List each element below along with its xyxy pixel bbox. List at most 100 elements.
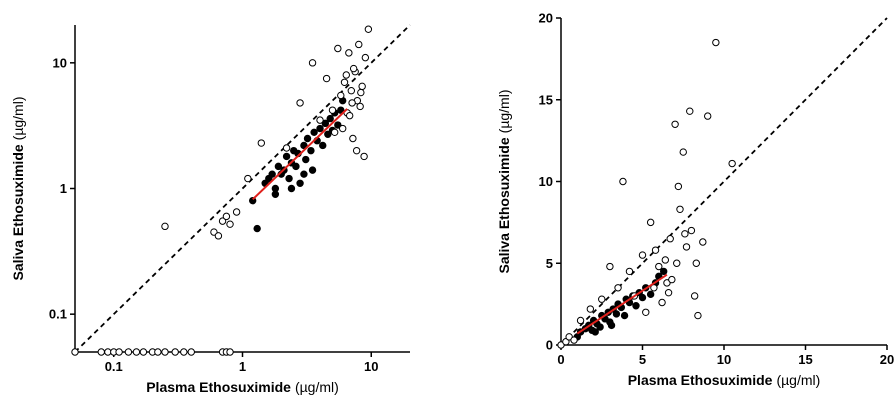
data-point (687, 226, 696, 235)
data-point (222, 212, 231, 221)
data-point (632, 302, 640, 310)
data-point (171, 348, 179, 356)
x-tick-label: 5 (639, 352, 646, 367)
data-point (646, 218, 655, 227)
data-point (671, 120, 679, 128)
data-point (686, 107, 694, 115)
data-point (598, 295, 606, 303)
data-point (316, 116, 324, 124)
data-point (300, 141, 308, 150)
data-point (285, 174, 293, 183)
data-point (161, 348, 169, 356)
data-point (658, 298, 666, 307)
data-point (345, 49, 353, 57)
y-tick-label: 0.1 (49, 307, 67, 322)
x-axis-label: Plasma Ethosuximide (µg/ml) (146, 379, 339, 395)
x-tick-label: 10 (364, 359, 378, 374)
data-point (673, 259, 681, 267)
data-point (308, 59, 317, 67)
data-point (161, 222, 169, 231)
x-axis-label: Plasma Ethosuximide (µg/ml) (628, 372, 821, 388)
data-point (360, 152, 368, 161)
data-point (614, 284, 622, 292)
y-tick-label: 10 (53, 55, 67, 70)
y-axis-label: Saliva Ethosuximide (µg/ml) (10, 96, 26, 280)
y-axis-title: Saliva Ethosuximide (10, 144, 26, 280)
x-axis-unit: (µg/ml) (776, 372, 820, 388)
data-point (358, 82, 366, 91)
x-tick-label: 15 (798, 352, 812, 367)
data-point (253, 224, 261, 233)
data-point (679, 148, 687, 156)
data-point (268, 170, 276, 178)
data-point (187, 348, 195, 356)
x-tick-label: 20 (880, 352, 894, 367)
y-axis-label: Saliva Ethosuximide (µg/ml) (496, 89, 512, 273)
data-point (319, 141, 327, 150)
x-tick-label: 0.1 (105, 359, 123, 374)
data-point (606, 262, 614, 271)
data-point (607, 321, 616, 330)
data-point (655, 262, 663, 271)
data-point (303, 134, 312, 143)
data-point (355, 40, 363, 49)
data-point (666, 235, 674, 243)
data-point (316, 124, 324, 133)
data-point (337, 106, 345, 114)
data-point (321, 119, 330, 128)
data-point (345, 111, 354, 120)
data-point (71, 348, 79, 356)
data-point (337, 91, 345, 100)
data-point (322, 74, 331, 83)
data-point (661, 256, 670, 264)
data-point (274, 162, 283, 171)
data-point (619, 177, 627, 186)
data-point (257, 139, 266, 147)
data-point (612, 310, 621, 318)
data-point (342, 71, 350, 79)
identity-line (560, 17, 888, 346)
data-point (690, 292, 699, 300)
data-point (97, 348, 105, 356)
data-point (282, 152, 291, 161)
data-point (300, 170, 308, 178)
data-point (244, 174, 252, 183)
identity-line (74, 24, 411, 353)
data-point (348, 99, 356, 107)
x-axis-title: Plasma Ethosuximide (146, 379, 291, 395)
data-point (218, 217, 227, 225)
data-point (596, 323, 604, 331)
data-point (338, 124, 347, 133)
data-point (271, 190, 280, 198)
data-point (324, 130, 332, 138)
data-point (232, 208, 241, 216)
data-point (356, 102, 364, 111)
data-point (292, 162, 300, 171)
data-point (308, 166, 317, 174)
data-point (214, 232, 223, 240)
data-point (287, 184, 296, 193)
data-point (326, 114, 334, 123)
data-point (226, 220, 234, 228)
data-point (712, 38, 720, 47)
data-point (328, 106, 337, 114)
data-point (692, 259, 700, 267)
data-point (364, 25, 373, 33)
y-tick-label: 0 (546, 338, 553, 353)
data-point (226, 348, 234, 356)
data-point (659, 267, 668, 276)
data-point (642, 308, 650, 316)
y-axis-title: Saliva Ethosuximide (496, 137, 512, 273)
data-point (154, 348, 162, 356)
data-point (334, 44, 342, 53)
x-tick-label: 0 (557, 352, 564, 367)
data-point (668, 275, 676, 284)
data-point (625, 267, 634, 276)
y-tick-label: 10 (539, 174, 553, 189)
data-point (576, 316, 585, 325)
data-point (139, 348, 148, 356)
data-point (310, 128, 318, 137)
data-point (586, 305, 595, 313)
